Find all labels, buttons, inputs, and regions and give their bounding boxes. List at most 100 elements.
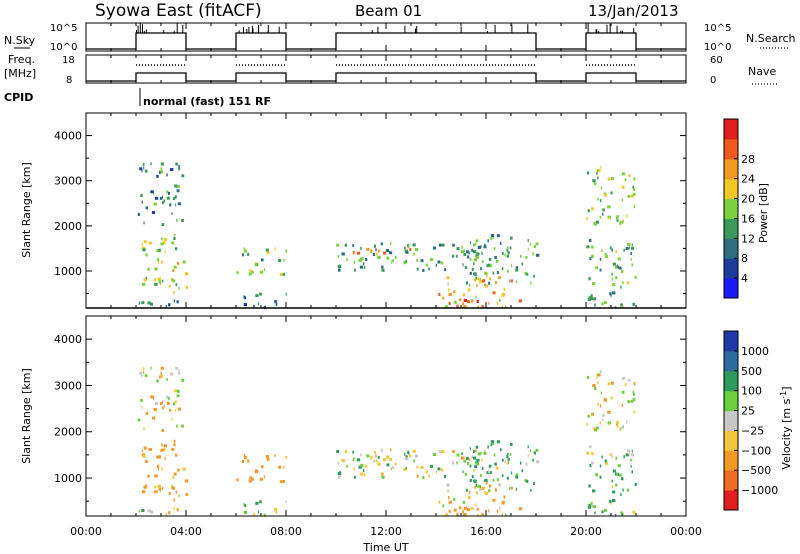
power-cell [607, 177, 611, 181]
velocity-cell [504, 460, 506, 464]
power-cell [445, 305, 449, 309]
power-cell [586, 216, 588, 220]
velocity-cell [602, 413, 605, 417]
freq-label-line1: Freq. [8, 53, 35, 66]
power-cell [611, 277, 614, 281]
velocity-cell [588, 484, 591, 488]
velocity-cell [435, 470, 437, 474]
power-cell [471, 248, 473, 252]
power-cell [615, 250, 618, 254]
freq-tick-top: 18 [62, 55, 75, 66]
velocity-cell [631, 470, 633, 474]
power-cell [627, 194, 631, 198]
power-cell [466, 250, 469, 254]
power-cell [616, 215, 619, 219]
power-cell [142, 162, 145, 166]
power-cell [506, 248, 509, 252]
power-cell [352, 244, 354, 248]
velocity-cell [628, 378, 631, 382]
velocity-cell [422, 476, 425, 479]
velocity-colorbar-tick-label: −25 [741, 424, 764, 437]
power-cell [530, 281, 532, 285]
power-cell [435, 263, 437, 267]
power-cell [414, 248, 419, 252]
power-cell [533, 274, 535, 278]
power-cell [488, 257, 492, 261]
velocity-cell [611, 455, 613, 459]
power-cell [633, 177, 636, 181]
power-cell [479, 277, 481, 281]
power-cell [506, 254, 508, 258]
power-colorbar-swatch [724, 258, 738, 279]
power-cell [151, 211, 155, 214]
velocity-cell [145, 484, 148, 488]
power-cell [390, 241, 392, 245]
power-cell [527, 247, 529, 251]
velocity-cell [496, 509, 498, 513]
velocity-cell [597, 402, 599, 406]
velocity-cell [405, 466, 407, 470]
velocity-cell [175, 490, 178, 494]
velocity-cell [438, 450, 442, 454]
power-cell [609, 292, 612, 296]
power-cell [453, 300, 457, 304]
range-tick-label: 2000 [54, 426, 82, 439]
velocity-cell [444, 475, 447, 479]
velocity-cell [592, 384, 596, 387]
velocity-colorbar-swatch [724, 490, 738, 511]
velocity-colorbar-frame [723, 330, 739, 511]
velocity-cell [474, 480, 477, 484]
velocity-cell [631, 449, 633, 453]
power-cell [250, 270, 254, 274]
velocity-cell [166, 378, 168, 381]
velocity-colorbar-tick-label: 500 [741, 365, 762, 378]
velocity-cell [161, 467, 163, 471]
velocity-cell [168, 492, 171, 496]
velocity-cell [504, 513, 507, 517]
time-tick-label: 12:00 [370, 525, 402, 538]
velocity-cell [490, 440, 495, 444]
power-cell [176, 300, 179, 304]
velocity-cell [141, 449, 143, 453]
velocity-cell [250, 477, 254, 481]
power-cell [461, 245, 463, 249]
velocity-cell [599, 421, 602, 425]
power-cell [148, 241, 152, 245]
power-cell [438, 293, 441, 296]
velocity-cell [621, 513, 624, 517]
velocity-cell [285, 500, 287, 504]
power-cell [524, 271, 527, 275]
velocity-cell [438, 500, 441, 504]
velocity-cell [622, 488, 624, 492]
velocity-cell [176, 424, 178, 428]
velocity-cell [593, 427, 596, 431]
power-cell [283, 258, 285, 262]
nsky-panel: N.Sky 10^5 10^0 10^5 10^0 N.Search [4, 22, 796, 53]
velocity-cell [243, 511, 247, 514]
power-cell [591, 254, 594, 258]
velocity-cell [141, 490, 146, 494]
power-colorbar-swatch [724, 138, 738, 160]
velocity-cell [143, 446, 147, 450]
power-cell [437, 260, 441, 264]
nsky-spikes [136, 23, 635, 33]
velocity-cell [453, 508, 457, 512]
power-cell [492, 271, 495, 275]
power-cell [456, 304, 459, 308]
power-cell [171, 241, 175, 245]
velocity-panel: 1000 2000 3000 4000 Slant Range [km] [20, 315, 687, 517]
power-cell [429, 258, 433, 262]
power-cell [178, 164, 180, 168]
velocity-cell [515, 473, 518, 477]
velocity-cell [157, 484, 161, 488]
power-cell [341, 252, 345, 256]
velocity-cell [612, 499, 616, 503]
range-tick-label: 3000 [54, 175, 82, 188]
power-cell [588, 277, 591, 281]
power-cell [633, 188, 635, 191]
power-cell [358, 258, 362, 262]
power-cell [174, 184, 178, 188]
velocity-cell [484, 450, 486, 454]
velocity-cell [612, 490, 616, 494]
freq-tick-bottom: 8 [66, 75, 72, 86]
